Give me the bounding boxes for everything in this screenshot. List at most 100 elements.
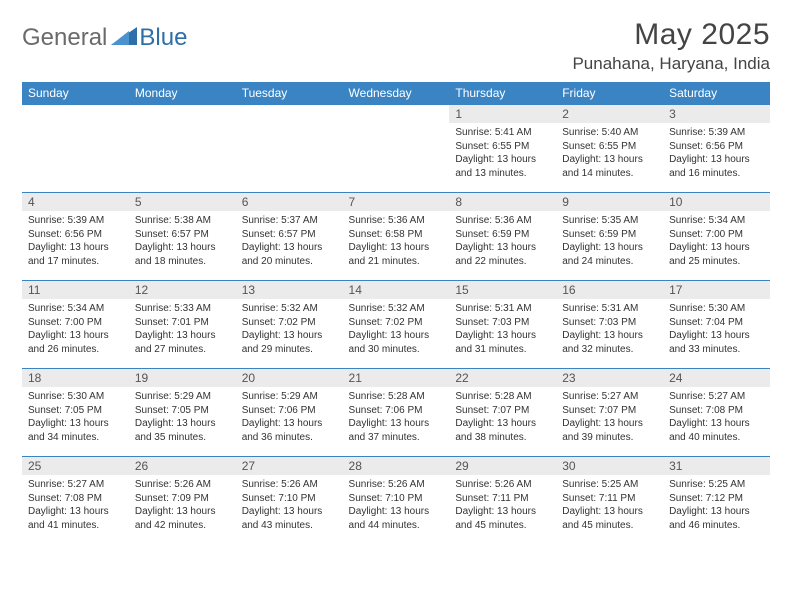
daylight-text: Daylight: 13 hours xyxy=(669,241,764,255)
calendar-week-row: 11Sunrise: 5:34 AMSunset: 7:00 PMDayligh… xyxy=(22,281,770,369)
sunrise-text: Sunrise: 5:35 AM xyxy=(562,214,657,228)
day-number: 24 xyxy=(663,369,770,387)
calendar-page: General Blue May 2025 Punahana, Haryana,… xyxy=(0,0,792,545)
day-details: Sunrise: 5:39 AMSunset: 6:56 PMDaylight:… xyxy=(22,211,129,272)
calendar-day-cell: 21Sunrise: 5:28 AMSunset: 7:06 PMDayligh… xyxy=(343,369,450,457)
day-number: 13 xyxy=(236,281,343,299)
day-details: Sunrise: 5:32 AMSunset: 7:02 PMDaylight:… xyxy=(236,299,343,360)
calendar-day-cell: 7Sunrise: 5:36 AMSunset: 6:58 PMDaylight… xyxy=(343,193,450,281)
daylight-text: and 44 minutes. xyxy=(349,519,444,533)
calendar-day-cell: 4Sunrise: 5:39 AMSunset: 6:56 PMDaylight… xyxy=(22,193,129,281)
daylight-text: and 32 minutes. xyxy=(562,343,657,357)
daylight-text: Daylight: 13 hours xyxy=(455,505,550,519)
sunrise-text: Sunrise: 5:27 AM xyxy=(562,390,657,404)
calendar-day-cell: 10Sunrise: 5:34 AMSunset: 7:00 PMDayligh… xyxy=(663,193,770,281)
day-number: 30 xyxy=(556,457,663,475)
day-details: Sunrise: 5:26 AMSunset: 7:11 PMDaylight:… xyxy=(449,475,556,536)
sunrise-text: Sunrise: 5:28 AM xyxy=(349,390,444,404)
daylight-text: Daylight: 13 hours xyxy=(349,241,444,255)
calendar-day-cell: 13Sunrise: 5:32 AMSunset: 7:02 PMDayligh… xyxy=(236,281,343,369)
day-number: 8 xyxy=(449,193,556,211)
weekday-header: Tuesday xyxy=(236,82,343,105)
daylight-text: Daylight: 13 hours xyxy=(562,329,657,343)
day-number: 16 xyxy=(556,281,663,299)
sunset-text: Sunset: 7:07 PM xyxy=(455,404,550,418)
day-details: Sunrise: 5:29 AMSunset: 7:06 PMDaylight:… xyxy=(236,387,343,448)
sunset-text: Sunset: 6:57 PM xyxy=(242,228,337,242)
daylight-text: Daylight: 13 hours xyxy=(669,505,764,519)
daylight-text: and 31 minutes. xyxy=(455,343,550,357)
sunset-text: Sunset: 7:07 PM xyxy=(562,404,657,418)
sunset-text: Sunset: 7:06 PM xyxy=(242,404,337,418)
sunset-text: Sunset: 7:00 PM xyxy=(669,228,764,242)
weekday-header: Wednesday xyxy=(343,82,450,105)
sunrise-text: Sunrise: 5:29 AM xyxy=(135,390,230,404)
sunrise-text: Sunrise: 5:29 AM xyxy=(242,390,337,404)
daylight-text: Daylight: 13 hours xyxy=(242,329,337,343)
day-number: 23 xyxy=(556,369,663,387)
sunset-text: Sunset: 7:05 PM xyxy=(135,404,230,418)
sunrise-text: Sunrise: 5:25 AM xyxy=(669,478,764,492)
daylight-text: and 27 minutes. xyxy=(135,343,230,357)
daylight-text: Daylight: 13 hours xyxy=(349,329,444,343)
daylight-text: and 43 minutes. xyxy=(242,519,337,533)
daylight-text: and 30 minutes. xyxy=(349,343,444,357)
daylight-text: and 45 minutes. xyxy=(455,519,550,533)
day-number: 3 xyxy=(663,105,770,123)
calendar-day-cell: 9Sunrise: 5:35 AMSunset: 6:59 PMDaylight… xyxy=(556,193,663,281)
calendar-table: SundayMondayTuesdayWednesdayThursdayFrid… xyxy=(22,82,770,545)
sunset-text: Sunset: 7:08 PM xyxy=(28,492,123,506)
weekday-header: Friday xyxy=(556,82,663,105)
daylight-text: Daylight: 13 hours xyxy=(455,329,550,343)
daylight-text: Daylight: 13 hours xyxy=(28,505,123,519)
sunset-text: Sunset: 7:04 PM xyxy=(669,316,764,330)
day-details: Sunrise: 5:28 AMSunset: 7:06 PMDaylight:… xyxy=(343,387,450,448)
daylight-text: Daylight: 13 hours xyxy=(135,505,230,519)
sunrise-text: Sunrise: 5:31 AM xyxy=(455,302,550,316)
daylight-text: Daylight: 13 hours xyxy=(562,153,657,167)
day-number: 15 xyxy=(449,281,556,299)
day-details: Sunrise: 5:41 AMSunset: 6:55 PMDaylight:… xyxy=(449,123,556,184)
day-number: 10 xyxy=(663,193,770,211)
sunrise-text: Sunrise: 5:26 AM xyxy=(455,478,550,492)
daylight-text: and 16 minutes. xyxy=(669,167,764,181)
weekday-header: Monday xyxy=(129,82,236,105)
daylight-text: and 45 minutes. xyxy=(562,519,657,533)
sunrise-text: Sunrise: 5:26 AM xyxy=(135,478,230,492)
day-number: 25 xyxy=(22,457,129,475)
daylight-text: Daylight: 13 hours xyxy=(242,417,337,431)
day-details: Sunrise: 5:26 AMSunset: 7:10 PMDaylight:… xyxy=(343,475,450,536)
calendar-day-cell: . xyxy=(129,105,236,193)
sunset-text: Sunset: 7:08 PM xyxy=(669,404,764,418)
daylight-text: and 34 minutes. xyxy=(28,431,123,445)
calendar-week-row: 18Sunrise: 5:30 AMSunset: 7:05 PMDayligh… xyxy=(22,369,770,457)
calendar-day-cell: 29Sunrise: 5:26 AMSunset: 7:11 PMDayligh… xyxy=(449,457,556,545)
sunrise-text: Sunrise: 5:40 AM xyxy=(562,126,657,140)
sunrise-text: Sunrise: 5:30 AM xyxy=(669,302,764,316)
calendar-day-cell: 24Sunrise: 5:27 AMSunset: 7:08 PMDayligh… xyxy=(663,369,770,457)
daylight-text: Daylight: 13 hours xyxy=(562,417,657,431)
daylight-text: and 21 minutes. xyxy=(349,255,444,269)
daylight-text: and 25 minutes. xyxy=(669,255,764,269)
day-details: Sunrise: 5:39 AMSunset: 6:56 PMDaylight:… xyxy=(663,123,770,184)
day-details: Sunrise: 5:25 AMSunset: 7:11 PMDaylight:… xyxy=(556,475,663,536)
daylight-text: and 20 minutes. xyxy=(242,255,337,269)
day-details: Sunrise: 5:30 AMSunset: 7:05 PMDaylight:… xyxy=(22,387,129,448)
sunrise-text: Sunrise: 5:27 AM xyxy=(669,390,764,404)
calendar-day-cell: 3Sunrise: 5:39 AMSunset: 6:56 PMDaylight… xyxy=(663,105,770,193)
sunrise-text: Sunrise: 5:39 AM xyxy=(669,126,764,140)
daylight-text: and 46 minutes. xyxy=(669,519,764,533)
brand-text-1: General xyxy=(22,24,107,52)
sunset-text: Sunset: 6:59 PM xyxy=(562,228,657,242)
day-details: Sunrise: 5:37 AMSunset: 6:57 PMDaylight:… xyxy=(236,211,343,272)
day-number: 2 xyxy=(556,105,663,123)
day-number: 11 xyxy=(22,281,129,299)
day-number: 29 xyxy=(449,457,556,475)
day-details: Sunrise: 5:28 AMSunset: 7:07 PMDaylight:… xyxy=(449,387,556,448)
daylight-text: and 41 minutes. xyxy=(28,519,123,533)
day-number: 18 xyxy=(22,369,129,387)
sunrise-text: Sunrise: 5:25 AM xyxy=(562,478,657,492)
sunset-text: Sunset: 7:10 PM xyxy=(349,492,444,506)
daylight-text: and 39 minutes. xyxy=(562,431,657,445)
day-number: 5 xyxy=(129,193,236,211)
